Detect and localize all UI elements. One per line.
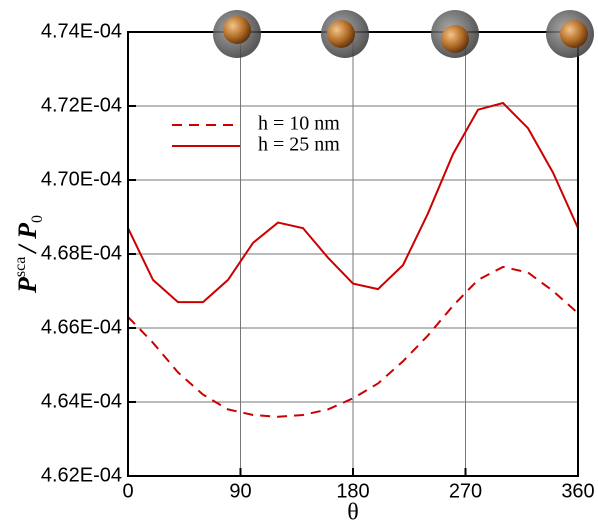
y-tick-label: 4.62E-04 — [41, 464, 122, 486]
y-tick-label: 4.70E-04 — [41, 168, 122, 190]
y-tick-label: 4.66E-04 — [41, 316, 122, 338]
legend-label: h = 25 nm — [258, 134, 340, 156]
y-tick-label: 4.72E-04 — [41, 94, 122, 116]
x-tick-label: 0 — [122, 480, 133, 502]
x-tick-label: 270 — [449, 480, 482, 502]
y-tick-label: 4.74E-04 — [41, 20, 122, 42]
x-tick-label: 360 — [561, 480, 594, 502]
lines — [127, 101, 579, 418]
sphere-icons — [213, 10, 594, 58]
y-label-sub: 0 — [29, 215, 46, 223]
legend-label: h = 10 nm — [258, 113, 340, 135]
grid — [127, 31, 579, 477]
y-axis-label: Psca / P0 — [12, 215, 46, 294]
y-tick-label: 4.64E-04 — [41, 390, 122, 412]
x-tick-label: 180 — [336, 480, 369, 502]
y-label-sup: sca — [12, 257, 29, 277]
y-label-base: P — [13, 276, 42, 294]
x-tick-label: 90 — [229, 480, 251, 502]
series-line — [127, 265, 579, 418]
series-line — [127, 101, 579, 304]
x-axis-label: θ — [347, 500, 359, 526]
y-label-den: / P — [13, 222, 42, 255]
y-tick-label: 4.68E-04 — [41, 242, 122, 264]
